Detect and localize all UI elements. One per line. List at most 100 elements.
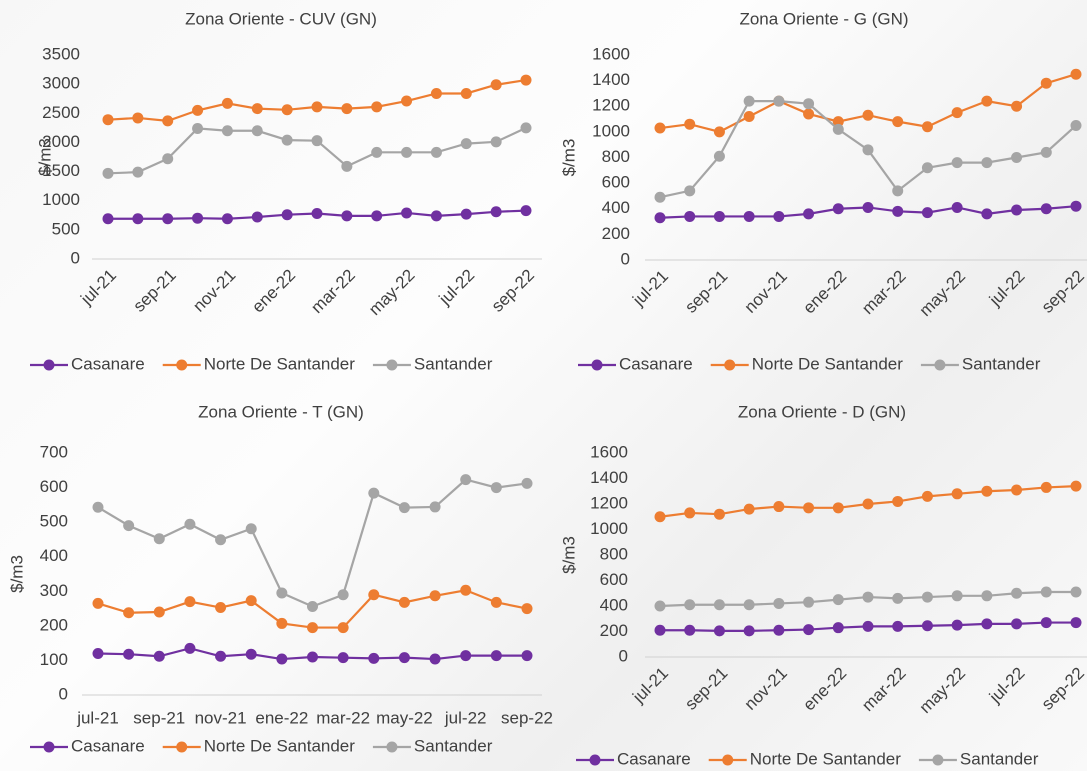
data-point bbox=[743, 599, 755, 611]
data-point bbox=[684, 210, 696, 222]
x-tick-label: nov-21 bbox=[741, 267, 791, 317]
data-point bbox=[832, 123, 844, 135]
data-point bbox=[401, 146, 413, 158]
data-point bbox=[162, 115, 174, 127]
y-tick-label: 0 bbox=[621, 249, 630, 268]
data-point bbox=[773, 95, 785, 107]
y-tick-label: 1200 bbox=[590, 493, 628, 512]
y-tick-label: 200 bbox=[600, 621, 628, 640]
data-point bbox=[371, 210, 383, 222]
x-tick-label: nov-21 bbox=[741, 664, 791, 714]
x-tick-label: sep-22 bbox=[488, 266, 538, 316]
y-tick-label: 400 bbox=[600, 595, 628, 614]
data-point bbox=[832, 622, 844, 634]
data-point bbox=[521, 650, 533, 662]
legend-label: Santander bbox=[414, 736, 493, 755]
data-point bbox=[92, 597, 104, 609]
data-point bbox=[429, 501, 441, 513]
data-point bbox=[153, 650, 165, 662]
data-point bbox=[713, 150, 725, 162]
legend-marker bbox=[386, 359, 398, 371]
x-tick-label: jul-21 bbox=[628, 267, 672, 311]
data-point bbox=[921, 207, 933, 219]
data-point bbox=[307, 600, 318, 612]
y-tick-label: 800 bbox=[600, 544, 628, 563]
legend-label: Casanare bbox=[71, 354, 145, 373]
x-tick-label: ene-22 bbox=[255, 708, 308, 727]
data-point bbox=[311, 135, 323, 147]
data-point bbox=[981, 618, 993, 630]
data-point bbox=[368, 652, 380, 664]
y-tick-label: 100 bbox=[40, 650, 68, 669]
data-point bbox=[862, 109, 874, 121]
data-point bbox=[221, 125, 233, 137]
data-point bbox=[460, 138, 472, 150]
data-point bbox=[490, 206, 502, 218]
y-tick-label: 200 bbox=[602, 224, 630, 243]
data-point bbox=[1011, 618, 1023, 630]
data-point bbox=[162, 153, 174, 165]
data-point bbox=[245, 523, 257, 535]
data-point bbox=[521, 477, 533, 489]
data-point bbox=[520, 74, 532, 86]
x-tick-label: jul-21 bbox=[76, 708, 119, 727]
data-point bbox=[281, 209, 293, 221]
data-point bbox=[276, 617, 288, 629]
data-point bbox=[337, 652, 349, 664]
data-point bbox=[123, 520, 135, 532]
data-point bbox=[92, 501, 104, 513]
data-point bbox=[713, 126, 725, 138]
legend-marker bbox=[176, 359, 188, 371]
data-point bbox=[803, 502, 815, 514]
legend-marker bbox=[43, 359, 55, 371]
data-point bbox=[862, 498, 874, 510]
data-point bbox=[311, 208, 323, 220]
data-point bbox=[743, 111, 755, 122]
x-tick-label: jul-22 bbox=[444, 708, 487, 727]
y-tick-label: 500 bbox=[52, 219, 80, 238]
x-tick-label: ene-22 bbox=[248, 266, 299, 317]
data-point bbox=[773, 624, 785, 636]
x-tick-label: ene-22 bbox=[799, 267, 850, 318]
data-point bbox=[521, 603, 533, 615]
y-tick-label: 3500 bbox=[42, 44, 80, 63]
y-tick-label: 300 bbox=[40, 581, 68, 600]
x-tick-label: jul-21 bbox=[628, 664, 672, 708]
chart-title: Zona Oriente - T (GN) bbox=[198, 402, 364, 421]
data-point bbox=[892, 116, 904, 128]
chart-title: Zona Oriente - D (GN) bbox=[738, 402, 906, 421]
data-point bbox=[215, 602, 227, 614]
data-point bbox=[371, 146, 383, 158]
data-point bbox=[251, 211, 263, 223]
data-point bbox=[803, 108, 815, 120]
data-point bbox=[951, 488, 963, 500]
legend-marker bbox=[934, 359, 946, 371]
x-tick-label: mar-22 bbox=[858, 267, 910, 319]
data-point bbox=[684, 118, 696, 130]
data-point bbox=[743, 210, 755, 222]
data-point bbox=[773, 501, 785, 513]
data-point bbox=[892, 620, 904, 632]
data-point bbox=[311, 101, 323, 113]
legend-marker bbox=[591, 359, 603, 371]
y-axis-label: $/m3 bbox=[559, 536, 578, 574]
data-point bbox=[862, 201, 874, 213]
data-point bbox=[892, 185, 904, 197]
data-point bbox=[520, 122, 532, 134]
y-tick-label: 2000 bbox=[42, 132, 80, 151]
y-tick-label: 1600 bbox=[592, 44, 630, 63]
data-point bbox=[245, 595, 257, 607]
data-point bbox=[398, 502, 410, 514]
data-point bbox=[398, 596, 410, 608]
data-point bbox=[153, 533, 165, 545]
data-point bbox=[654, 600, 666, 612]
data-point bbox=[684, 599, 696, 611]
x-tick-label: may-22 bbox=[376, 708, 433, 727]
data-point bbox=[460, 87, 472, 99]
data-point bbox=[245, 648, 257, 660]
x-tick-label: ene-22 bbox=[799, 664, 850, 715]
series-line bbox=[107, 78, 527, 122]
data-point bbox=[684, 507, 696, 519]
data-point bbox=[132, 213, 144, 225]
y-tick-label: 500 bbox=[40, 512, 68, 531]
